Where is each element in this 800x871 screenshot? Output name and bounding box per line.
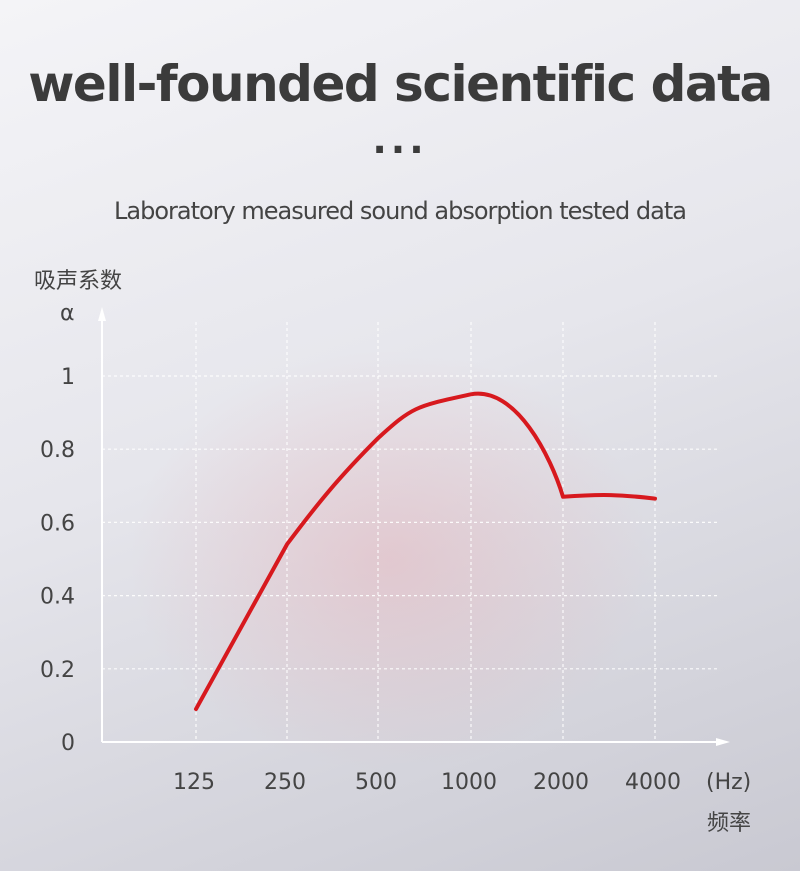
- y-axis-label: 吸声系数: [34, 269, 122, 294]
- x-tick-label: 2000: [533, 770, 589, 795]
- y-tick-label: 0.4: [40, 585, 75, 610]
- x-axis-arrow: [716, 738, 730, 746]
- y-tick-label: 0.6: [40, 511, 75, 536]
- x-tick-label: 1000: [441, 770, 497, 795]
- x-axis-unit: (Hz): [706, 770, 751, 795]
- y-tick-label: 0.2: [40, 658, 75, 683]
- title-ellipsis: ...: [372, 118, 428, 162]
- y-tick-label: 1: [61, 365, 75, 390]
- x-tick-label: 125: [173, 770, 215, 795]
- x-tick-label: 4000: [625, 770, 681, 795]
- x-tick-label: 250: [264, 770, 306, 795]
- y-axis-symbol: α: [60, 301, 75, 326]
- x-axis-label: 频率: [707, 811, 751, 836]
- x-tick-label: 500: [355, 770, 397, 795]
- page-title: well-founded scientific data: [28, 55, 773, 113]
- series-line: [194, 391, 657, 712]
- y-tick-label: 0: [61, 731, 75, 756]
- page-subtitle: Laboratory measured sound absorption tes…: [114, 197, 687, 225]
- background-glow: [130, 350, 650, 770]
- y-axis-arrow: [98, 307, 106, 321]
- y-tick-label: 0.8: [40, 438, 75, 463]
